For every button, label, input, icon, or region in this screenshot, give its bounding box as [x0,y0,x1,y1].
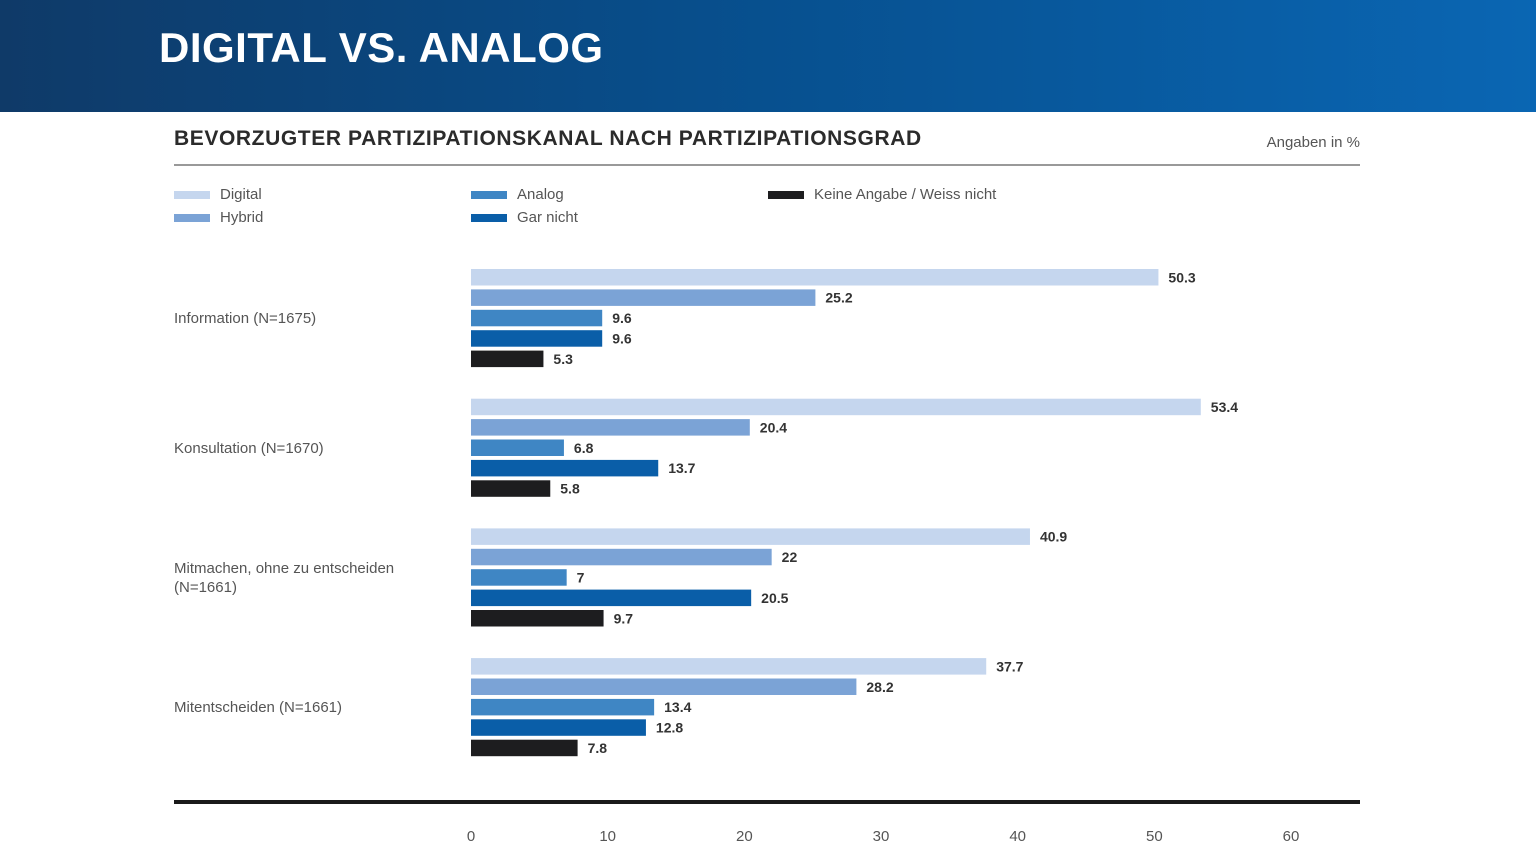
value-label: 7 [577,569,585,585]
value-label: 9.7 [614,610,634,626]
bar-digital [471,528,1030,545]
value-label: 20.5 [761,590,788,606]
value-label: 13.4 [664,699,691,715]
value-label: 12.8 [656,720,683,736]
legend-swatch-digital [174,190,210,199]
legend-swatch-gar-nicht [471,213,507,222]
legend-label-gar-nicht: Gar nicht [517,209,578,226]
bar-keine-angabe-weiss-nicht [471,739,578,757]
page-header: DIGITAL VS. ANALOG [0,0,1536,112]
bar-analog [471,309,603,327]
bar-digital [471,658,987,675]
value-label: 9.6 [612,330,632,346]
bar-gar-nicht [471,330,603,347]
legend-item-hybrid: Hybrid [174,209,263,226]
bar-digital [471,398,1201,416]
legend-label-digital: Digital [220,186,262,203]
legend-swatch-analog [471,190,507,199]
bar-digital [471,269,1159,286]
value-label: 20.4 [760,419,787,435]
legend-label-analog: Analog [517,186,564,203]
legend-item-digital: Digital [174,186,262,203]
unit-note: Angaben in % [1266,134,1360,151]
x-axis-line [174,800,1360,804]
legend-label-keine-angabe: Keine Angabe / Weiss nicht [814,186,997,203]
bar-gar-nicht [471,719,646,736]
x-tick-label: 0 [467,828,475,845]
category-label: Mitentscheiden (N=1661) [174,699,342,716]
value-label: 7.8 [588,740,608,756]
value-label: 13.7 [668,460,695,476]
bar-analog [471,569,567,586]
value-label: 28.2 [866,679,893,695]
category-label: Information (N=1675) [174,310,316,327]
bar-hybrid [471,678,857,695]
value-label: 40.9 [1040,529,1067,545]
category-label: (N=1661) [174,579,237,596]
category-label: Mitmachen, ohne zu entscheiden [174,560,394,577]
legend-item-keine-angabe: Keine Angabe / Weiss nicht [768,186,996,203]
bar-hybrid [471,419,750,436]
chart-title: BEVORZUGTER PARTIZIPATIONSKANAL NACH PAR… [174,127,922,150]
value-label: 5.8 [560,481,580,497]
value-label: 5.3 [553,351,573,367]
legend-item-gar-nicht: Gar nicht [471,209,578,226]
bar-gar-nicht [471,589,752,607]
value-label: 6.8 [574,440,594,456]
x-tick-label: 30 [873,828,890,845]
x-tick-label: 10 [599,828,616,845]
value-label: 25.2 [825,290,852,306]
bar-analog [471,439,564,456]
page-title: DIGITAL VS. ANALOG [159,24,604,71]
value-label: 53.4 [1211,399,1238,415]
x-tick-label: 50 [1146,828,1163,845]
bar-keine-angabe-weiss-nicht [471,350,544,368]
legend-label-hybrid: Hybrid [220,209,264,226]
bar-hybrid [471,548,772,566]
title-divider [174,164,1360,166]
x-tick-label: 40 [1009,828,1026,845]
value-label: 50.3 [1168,269,1195,285]
category-label: Konsultation (N=1670) [174,440,324,457]
value-label: 37.7 [996,658,1023,674]
legend-item-analog: Analog [471,186,564,203]
bar-gar-nicht [471,459,659,477]
bar-analog [471,698,655,716]
bar-keine-angabe-weiss-nicht [471,480,551,497]
value-label: 9.6 [612,310,632,326]
bar-hybrid [471,289,816,306]
x-tick-label: 20 [736,828,753,845]
legend-swatch-hybrid [174,213,210,222]
bar-keine-angabe-weiss-nicht [471,610,604,627]
value-label: 22 [782,549,798,565]
legend-swatch-keine-angabe [768,190,804,199]
x-tick-label: 60 [1283,828,1300,845]
